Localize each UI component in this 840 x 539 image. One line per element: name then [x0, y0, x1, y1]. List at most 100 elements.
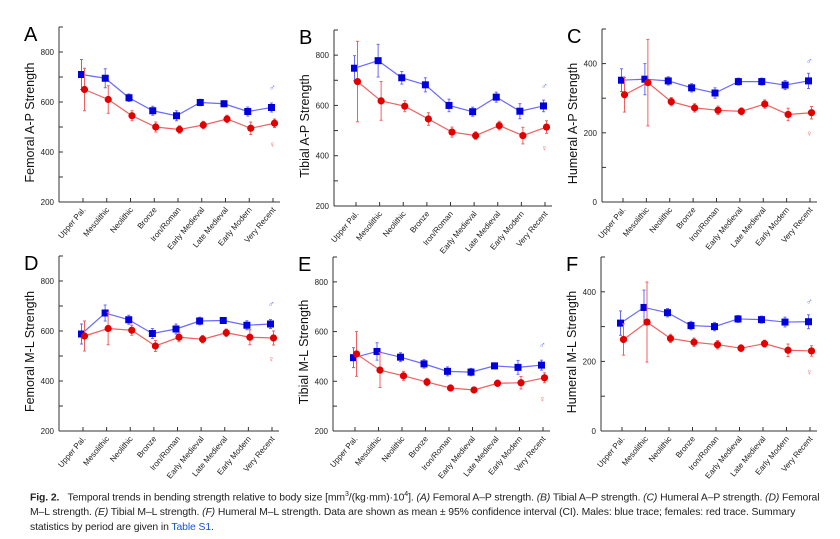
- data-point-male: [618, 76, 625, 84]
- data-point-female: [80, 332, 89, 340]
- data-point-male: [781, 318, 789, 326]
- data-point-female: [270, 119, 279, 127]
- data-point-male: [350, 354, 357, 362]
- data-point-male: [492, 93, 500, 101]
- data-point-female: [517, 379, 525, 387]
- y-tick-label: 600: [315, 328, 329, 337]
- data-point-female: [175, 333, 183, 341]
- y-tick-label: 0: [593, 198, 598, 207]
- data-point-male: [244, 108, 252, 115]
- data-point-male: [538, 361, 545, 369]
- figure-caption: Fig. 2. Temporal trends in bending stren…: [30, 487, 835, 535]
- y-tick-label: 400: [41, 148, 55, 157]
- data-point-male: [101, 309, 109, 317]
- y-tick-label: 200: [583, 357, 597, 366]
- data-point-female: [424, 115, 432, 123]
- data-point-male: [101, 74, 109, 82]
- x-tick-label: Neolithic: [108, 435, 135, 464]
- data-point-female: [152, 123, 160, 131]
- y-tick-label: 200: [41, 427, 55, 436]
- caption-text: /(kg·mm)·10: [348, 492, 405, 504]
- y-tick-label: 800: [41, 48, 55, 57]
- y-tick-label: 400: [316, 152, 330, 161]
- data-point-male: [268, 104, 275, 111]
- data-point-female: [807, 347, 816, 355]
- data-point-female: [714, 106, 722, 114]
- data-point-female: [222, 329, 230, 337]
- data-point-male: [444, 367, 451, 375]
- caption-text: Tibial M–L strength.: [108, 507, 203, 519]
- caption-text: Femoral M–L strength.: [30, 492, 820, 519]
- data-point-male: [467, 368, 475, 376]
- data-point-female: [247, 124, 255, 132]
- female-symbol: ♀: [806, 367, 813, 377]
- data-point-female: [807, 109, 816, 117]
- data-point-female: [495, 121, 503, 130]
- x-tick-label: Bronze: [135, 434, 159, 460]
- data-point-male: [514, 363, 522, 371]
- panel-letter: E: [298, 254, 311, 276]
- data-point-female: [519, 132, 527, 140]
- x-tick-label: Neolithic: [380, 435, 407, 464]
- data-point-female: [353, 77, 362, 86]
- female-symbol: ♀: [269, 139, 276, 149]
- data-point-male: [172, 325, 180, 333]
- table-s1-link[interactable]: Table S1: [171, 522, 212, 534]
- caption-panel-ref: (F): [202, 507, 216, 519]
- y-tick-label: 800: [316, 51, 330, 60]
- data-point-male: [125, 94, 133, 102]
- y-tick-label: 400: [583, 288, 597, 297]
- data-point-female: [784, 110, 792, 119]
- y-tick-label: 600: [41, 327, 55, 336]
- data-point-male: [78, 71, 85, 78]
- male-symbol: ♂: [268, 299, 275, 309]
- data-point-female: [446, 384, 455, 392]
- data-point-male: [491, 362, 498, 370]
- data-point-male: [617, 319, 624, 327]
- female-symbol: ♀: [541, 143, 548, 153]
- y-axis-label: Tibial M-L Strength: [297, 300, 311, 405]
- y-tick-label: 400: [41, 377, 55, 386]
- y-tick-label: 800: [41, 277, 55, 286]
- data-point-female: [399, 372, 408, 380]
- data-point-female: [691, 104, 699, 112]
- x-tick-label: Bronze: [136, 205, 160, 231]
- data-point-female: [104, 95, 112, 104]
- panel-letter: B: [299, 27, 312, 49]
- x-tick-label: Neolithic: [381, 210, 408, 239]
- male-symbol: ♂: [806, 56, 813, 66]
- caption-panel-ref: (B): [536, 492, 551, 504]
- data-point-male: [640, 303, 648, 311]
- y-tick-label: 200: [584, 129, 598, 138]
- data-point-female: [128, 112, 136, 120]
- y-axis-label: Humeral A-P Strength: [566, 63, 580, 184]
- caption-text: Tibial A–P strength.: [550, 492, 644, 504]
- data-point-female: [128, 326, 136, 334]
- panel-letter: D: [24, 253, 38, 275]
- data-point-female: [643, 318, 651, 326]
- data-point-male: [664, 309, 671, 317]
- data-point-female: [175, 125, 184, 134]
- data-point-female: [493, 379, 502, 387]
- data-point-male: [397, 353, 404, 361]
- data-point-female: [620, 91, 629, 99]
- x-tick-label: Neolithic: [647, 435, 674, 464]
- data-point-female: [644, 79, 652, 87]
- data-point-female: [737, 344, 745, 352]
- data-point-female: [104, 324, 112, 333]
- caption-panel-ref: (C): [643, 492, 658, 504]
- data-point-female: [761, 100, 769, 108]
- data-point-female: [423, 378, 431, 386]
- caption-text: Femoral A–P strength.: [430, 492, 537, 504]
- y-axis-label: Humeral M-L Strength: [565, 291, 579, 414]
- data-point-female: [199, 121, 207, 129]
- caption-text: Temporal trends in bending strength rela…: [67, 492, 346, 504]
- data-point-female: [472, 132, 480, 140]
- data-point-female: [401, 102, 409, 110]
- data-point-male: [758, 78, 766, 86]
- male-symbol: ♂: [806, 297, 813, 307]
